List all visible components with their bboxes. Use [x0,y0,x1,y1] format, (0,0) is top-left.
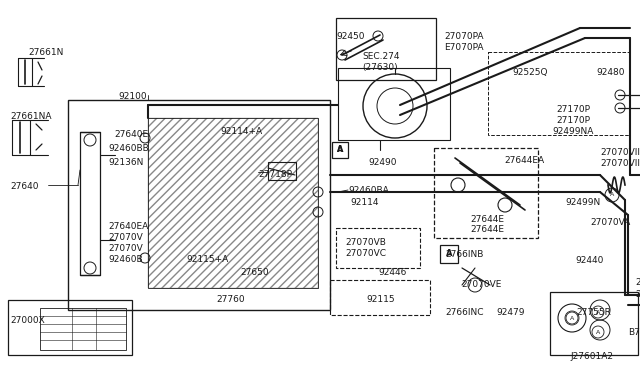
Text: 27661N: 27661N [28,48,63,57]
Text: 92480: 92480 [596,68,625,77]
Text: J27601A2: J27601A2 [570,352,613,361]
Text: 27640: 27640 [10,182,38,191]
Text: E7070PA: E7070PA [444,43,483,52]
Text: 27640E: 27640E [114,130,148,139]
Text: A: A [445,250,452,259]
Text: 27718P: 27718P [258,170,292,179]
Text: 92499NA: 92499NA [552,127,593,136]
Text: 27070V: 27070V [108,233,143,242]
Text: A: A [337,144,343,154]
Text: 27070VII: 27070VII [600,159,640,168]
Text: 92440: 92440 [575,256,604,265]
Text: A: A [596,330,600,334]
Text: 92479: 92479 [496,308,525,317]
Text: 92525Q: 92525Q [512,68,547,77]
Text: 27070VB: 27070VB [345,238,386,247]
Text: 27070VD: 27070VD [635,278,640,287]
Text: 27070VC: 27070VC [345,249,386,258]
Text: 2766INB: 2766INB [445,250,483,259]
Text: 92114+A: 92114+A [220,127,262,136]
Text: 27070PA: 27070PA [444,32,483,41]
Text: 27170P: 27170P [556,116,590,125]
Text: 92460BB: 92460BB [108,144,148,153]
Text: 27760: 27760 [216,295,244,304]
Text: 27070V: 27070V [108,244,143,253]
Text: 27070VE: 27070VE [461,280,501,289]
Text: 92100: 92100 [118,92,147,101]
Text: (27630): (27630) [362,63,397,72]
Text: 27640EA: 27640EA [108,222,148,231]
Text: A: A [337,145,343,154]
Text: B7070VD: B7070VD [628,328,640,337]
Text: 27070VD: 27070VD [635,290,640,299]
Text: 27070VII: 27070VII [600,148,640,157]
Text: A: A [570,315,574,321]
Text: 92499N: 92499N [565,198,600,207]
Text: 92115: 92115 [366,295,395,304]
Text: SEC.274: SEC.274 [362,52,399,61]
Text: 27000X: 27000X [10,316,45,325]
Text: 27644E: 27644E [470,225,504,234]
Text: 92450: 92450 [336,32,365,41]
Text: 92446: 92446 [378,268,406,277]
Text: 92490: 92490 [368,158,397,167]
Bar [148,118,318,288]
Text: 92460BA: 92460BA [348,186,388,195]
Text: 27661NA: 27661NA [10,112,51,121]
Text: 92114: 92114 [350,198,378,207]
Text: 27755R: 27755R [576,308,611,317]
Text: 27650: 27650 [240,268,269,277]
Text: 27070VA: 27070VA [590,218,630,227]
Text: A: A [610,192,614,198]
Text: 27644EA: 27644EA [504,156,544,165]
Text: 27170P: 27170P [556,105,590,114]
Text: A: A [596,310,600,314]
Text: 92115+A: 92115+A [186,255,228,264]
Text: 92136N: 92136N [108,158,143,167]
Text: 92460B: 92460B [108,255,143,264]
Text: 2766INC: 2766INC [445,308,483,317]
Text: 27644E: 27644E [470,215,504,224]
